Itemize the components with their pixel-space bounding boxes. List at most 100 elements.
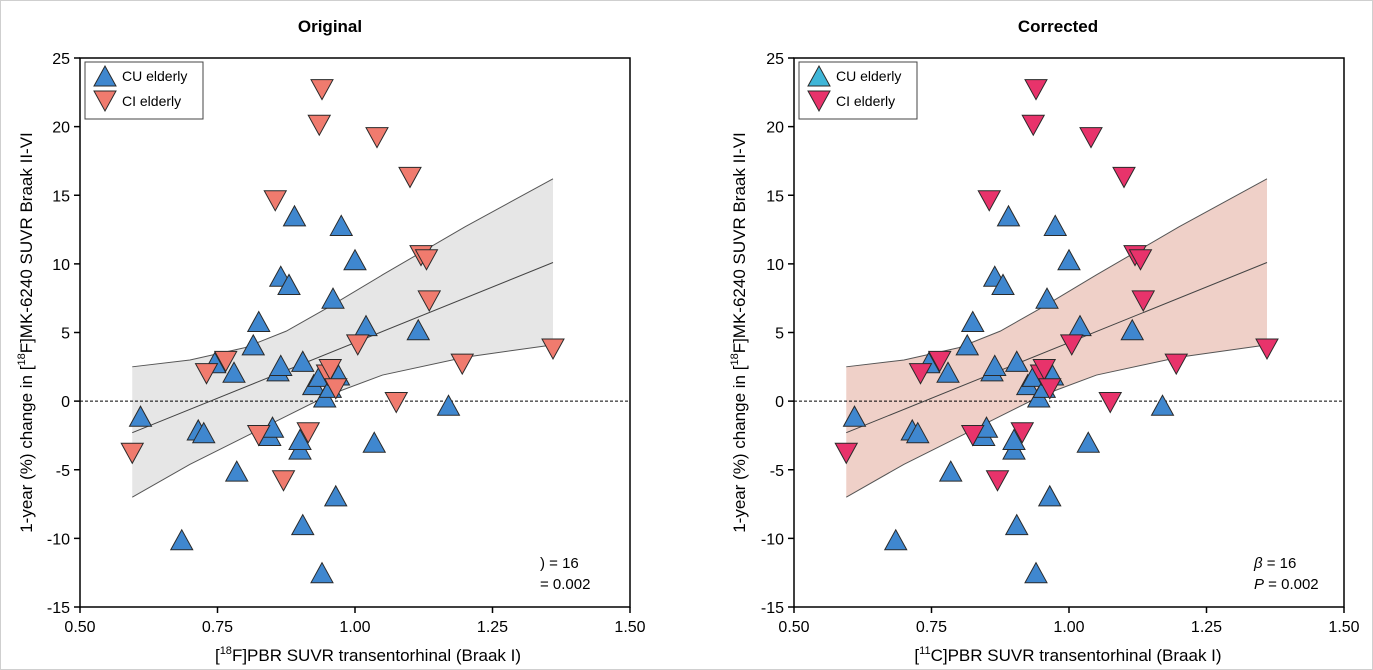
chart-panel-original: Original -15 -10 -5 0 5 10 15 20 25 0.50 0.75 1.00 1.… xyxy=(16,17,646,665)
regression-line xyxy=(132,262,554,434)
data-point-cu xyxy=(1024,561,1048,584)
data-point-ci xyxy=(1112,166,1136,189)
confidence-band xyxy=(132,178,553,498)
data-point-cu xyxy=(955,333,980,356)
data-point-cu xyxy=(321,287,345,309)
legend-label: CI elderly xyxy=(836,93,895,109)
legend: CU elderly CI elderly xyxy=(84,61,204,120)
data-point-cu xyxy=(310,561,334,584)
y-tick-label: -5 xyxy=(56,463,70,480)
data-point-cu xyxy=(996,204,1021,227)
x-axis-label: [18F]PBR SUVR transentorhinal (Braak I) xyxy=(215,645,521,665)
data-point-ci xyxy=(323,378,348,400)
y-tick-label: -5 xyxy=(770,463,784,480)
data-point-ci xyxy=(296,422,321,444)
data-point-ci xyxy=(310,79,334,101)
data-point-cu xyxy=(191,421,216,444)
data-point-cu xyxy=(323,484,348,507)
data-point-ci xyxy=(398,166,422,189)
data-point-cu xyxy=(329,214,354,236)
y-tick-label: -15 xyxy=(47,600,70,617)
data-point-cu xyxy=(982,354,1007,376)
chart-panel-corrected: Corrected -15 -10 -5 0 5 10 15 20 25 0.50 0.75 1.00 1… xyxy=(729,17,1360,665)
data-point-ci xyxy=(194,363,219,385)
y-tick-label: -15 xyxy=(761,600,784,617)
data-point-cu xyxy=(905,421,930,444)
data-point-cu xyxy=(436,394,461,416)
stats-annotation: = 0.002 xyxy=(540,576,590,593)
data-point-ci xyxy=(541,338,565,361)
data-point-ci xyxy=(271,470,296,492)
data-point-ci xyxy=(960,424,985,447)
y-tick-label: 25 xyxy=(766,51,784,68)
data-point-ci xyxy=(1010,422,1035,444)
y-tick-label: 20 xyxy=(766,120,784,137)
data-point-cu xyxy=(1043,214,1068,236)
data-point-ci xyxy=(977,190,1002,212)
y-tick-label: 5 xyxy=(775,326,784,343)
legend-triangle-down-icon xyxy=(93,90,117,113)
y-tick-label: 20 xyxy=(52,120,70,137)
legend: CU elderly CI elderly xyxy=(798,61,918,120)
data-point-ci xyxy=(365,127,389,149)
data-point-cu xyxy=(343,248,367,271)
x-tick-label: 1.25 xyxy=(1191,619,1222,636)
data-point-cu xyxy=(406,318,431,341)
legend-triangle-up-icon xyxy=(807,64,831,87)
regression-line xyxy=(846,262,1268,434)
y-tick-label: 15 xyxy=(766,188,784,205)
data-point-cu xyxy=(362,431,387,453)
legend-label: CI elderly xyxy=(122,93,181,109)
y-axis-label: 1-year (%) change in [18F]MK-6240 SUVR B… xyxy=(729,132,749,533)
confidence-upper-line xyxy=(846,178,1268,368)
data-point-cu xyxy=(1037,484,1062,507)
y-tick-label: -10 xyxy=(47,531,70,548)
data-point-ci xyxy=(1164,353,1189,376)
y-tick-label: 0 xyxy=(775,394,784,411)
data-point-ci xyxy=(1098,391,1123,414)
x-tick-label: 0.75 xyxy=(202,619,233,636)
y-tick-label: 0 xyxy=(61,394,70,411)
stats-annotation: P = 0.002 xyxy=(1254,576,1319,593)
data-point-cu xyxy=(290,350,315,372)
confidence-lower-line xyxy=(132,344,554,498)
data-point-ci xyxy=(1059,334,1084,356)
data-point-cu xyxy=(1057,248,1081,271)
legend-label: CU elderly xyxy=(122,68,187,84)
data-point-cu xyxy=(960,310,985,333)
data-point-ci xyxy=(414,249,439,271)
x-axis-label: [11C]PBR SUVR transentorhinal (Braak I) xyxy=(914,645,1221,665)
data-point-cu xyxy=(1004,513,1029,536)
x-tick-label: 1.50 xyxy=(1328,619,1359,636)
data-point-cu xyxy=(128,405,153,427)
y-tick-label: 10 xyxy=(766,257,784,274)
data-point-cu xyxy=(1150,394,1175,416)
data-point-ci xyxy=(1037,378,1062,400)
data-point-cu xyxy=(938,460,963,482)
data-point-cu xyxy=(1076,431,1101,453)
data-point-ci xyxy=(1024,79,1048,101)
legend-triangle-up-icon xyxy=(93,64,117,87)
x-tick-label: 0.75 xyxy=(916,619,947,636)
data-point-cu xyxy=(241,333,266,356)
data-point-ci xyxy=(120,442,145,465)
data-point-cu xyxy=(268,354,293,376)
legend-label: CU elderly xyxy=(836,68,901,84)
y-tick-label: -10 xyxy=(761,531,784,548)
x-tick-label: 1.00 xyxy=(1053,619,1084,636)
data-point-ci xyxy=(213,350,238,373)
x-tick-label: 1.25 xyxy=(477,619,508,636)
data-point-cu xyxy=(1035,287,1059,309)
data-point-cu xyxy=(246,310,271,333)
data-point-ci xyxy=(384,391,409,414)
data-point-ci xyxy=(927,350,952,373)
data-point-cu xyxy=(936,361,960,383)
confidence-upper-line xyxy=(132,178,554,368)
legend-triangle-down-icon xyxy=(807,90,831,113)
y-tick-label: 10 xyxy=(52,257,70,274)
data-point-ci xyxy=(1128,249,1153,271)
data-point-cu xyxy=(288,428,312,451)
data-point-ci xyxy=(246,424,271,447)
data-point-cu xyxy=(222,361,246,383)
